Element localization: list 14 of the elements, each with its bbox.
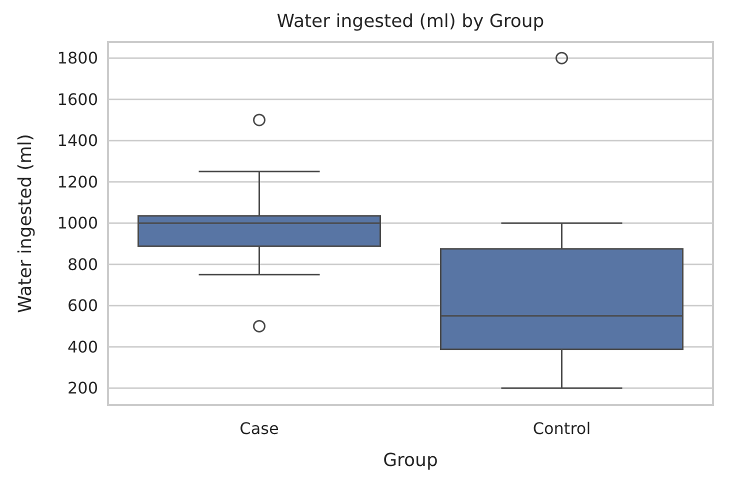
y-tick-label: 1400 [57, 131, 98, 150]
y-tick-label: 600 [67, 296, 98, 316]
y-axis-title: Water ingested (ml) [15, 134, 36, 314]
y-tick-label: 1000 [57, 214, 98, 233]
y-tick-label: 400 [67, 337, 98, 356]
x-tick-label: Control [532, 419, 591, 438]
y-tick-label: 1800 [57, 48, 98, 68]
x-tick-label: Case [240, 419, 279, 438]
y-tick-label: 200 [67, 378, 98, 398]
x-axis-title: Group [383, 450, 438, 471]
y-tick-label: 800 [67, 254, 98, 274]
y-tick-label: 1200 [57, 172, 98, 192]
chart-title: Water ingested (ml) by Group [276, 11, 544, 32]
y-tick-label: 1600 [57, 90, 98, 109]
